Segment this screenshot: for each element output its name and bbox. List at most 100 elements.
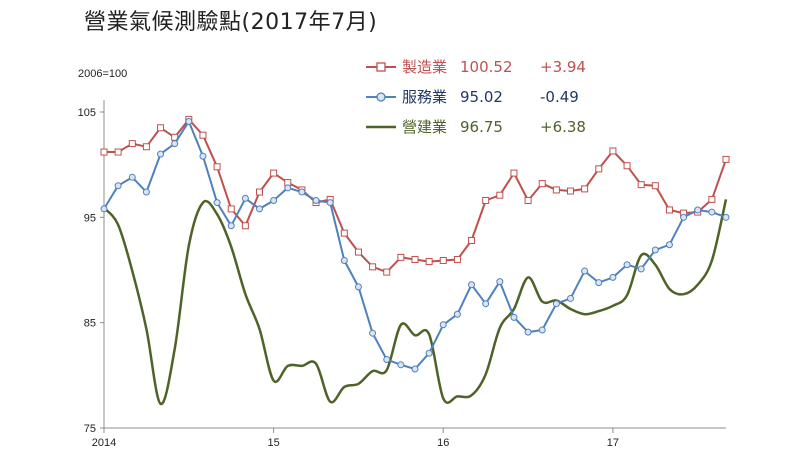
- data-point: [665, 206, 673, 214]
- data-point: [354, 283, 362, 291]
- data-point: [722, 213, 730, 221]
- y-tick-label: 95: [84, 212, 96, 224]
- legend-change: +6.38: [540, 118, 586, 136]
- data-point: [270, 169, 278, 177]
- data-point: [609, 273, 617, 281]
- data-point: [383, 268, 391, 276]
- data-point: [199, 152, 207, 160]
- data-point: [552, 300, 560, 308]
- data-point: [510, 169, 518, 177]
- data-point: [439, 321, 447, 329]
- data-point: [680, 213, 688, 221]
- data-point: [128, 140, 136, 148]
- chart-series: [100, 115, 730, 406]
- data-point: [581, 185, 589, 193]
- data-point: [326, 199, 334, 207]
- data-point: [524, 328, 532, 336]
- data-point: [213, 163, 221, 171]
- data-point: [581, 267, 589, 275]
- data-point: [171, 140, 179, 148]
- data-point: [227, 205, 235, 213]
- chart-title: 營業氣候測驗點(2017年7月): [84, 10, 378, 35]
- data-point: [369, 263, 377, 271]
- x-tick-label: 16: [437, 437, 449, 449]
- data-point: [637, 181, 645, 189]
- data-point: [510, 313, 518, 321]
- data-point: [496, 278, 504, 286]
- legend-change: +3.94: [540, 58, 586, 76]
- legend-marker-circle-icon: [366, 92, 396, 102]
- legend-line-icon: [366, 125, 396, 129]
- series-line: [103, 199, 728, 406]
- data-point: [128, 173, 136, 181]
- data-point: [538, 326, 546, 334]
- data-point: [241, 222, 249, 230]
- data-point: [453, 255, 461, 263]
- data-point: [468, 237, 476, 245]
- data-point: [383, 356, 391, 364]
- data-point: [354, 248, 362, 256]
- data-point: [284, 184, 292, 192]
- data-point: [142, 188, 150, 196]
- data-point: [256, 188, 263, 196]
- legend-value: 100.52: [460, 58, 513, 76]
- data-point: [270, 196, 278, 204]
- x-tick-label: 2014: [92, 437, 116, 449]
- data-point: [157, 150, 165, 158]
- data-point: [482, 300, 490, 308]
- data-point: [552, 186, 560, 194]
- data-point: [213, 199, 221, 207]
- data-point: [199, 131, 207, 139]
- data-point: [411, 255, 419, 263]
- y-tick-label: 105: [78, 107, 96, 119]
- data-point: [369, 329, 377, 337]
- data-point: [567, 187, 574, 195]
- data-point: [722, 155, 730, 163]
- data-point: [298, 188, 306, 196]
- legend-name: 服務業: [402, 88, 448, 106]
- data-point: [538, 180, 546, 188]
- legend-value: 95.02: [460, 88, 503, 106]
- data-point: [468, 281, 476, 289]
- series-manufacturing: [100, 115, 730, 276]
- data-point: [637, 265, 645, 273]
- legend-name: 營建業: [402, 118, 448, 136]
- data-point: [397, 253, 405, 261]
- data-point: [623, 162, 631, 170]
- data-point: [665, 241, 673, 249]
- data-point: [425, 349, 433, 357]
- legend-value: 96.75: [460, 118, 503, 136]
- series-line: [103, 120, 727, 370]
- data-point: [651, 246, 659, 254]
- data-point: [411, 365, 419, 373]
- data-point: [482, 196, 490, 204]
- series-services: [100, 117, 730, 373]
- data-point: [340, 229, 348, 237]
- x-tick-label: 15: [268, 437, 280, 449]
- data-point: [114, 148, 122, 156]
- data-point: [439, 257, 447, 265]
- data-point: [100, 205, 108, 213]
- data-point: [453, 310, 461, 318]
- data-point: [708, 195, 716, 203]
- data-point: [256, 205, 263, 213]
- data-point: [595, 165, 603, 173]
- data-point: [524, 196, 532, 204]
- unit-label: 2006=100: [78, 68, 128, 80]
- series-construction: [103, 199, 728, 406]
- data-point: [425, 258, 433, 266]
- data-point: [340, 257, 348, 265]
- legend-name: 製造業: [402, 58, 448, 76]
- data-point: [651, 182, 659, 190]
- data-point: [595, 279, 603, 287]
- data-point: [241, 194, 249, 202]
- data-point: [114, 182, 122, 190]
- y-tick-label: 85: [84, 318, 96, 330]
- y-tick-label: 75: [84, 423, 96, 435]
- data-point: [397, 361, 405, 369]
- legend-marker-square-icon: [366, 62, 396, 72]
- legend-change: -0.49: [540, 88, 579, 106]
- data-point: [157, 124, 165, 132]
- chart-axes: 75 85 95 105 2014 15 16 17: [78, 100, 726, 449]
